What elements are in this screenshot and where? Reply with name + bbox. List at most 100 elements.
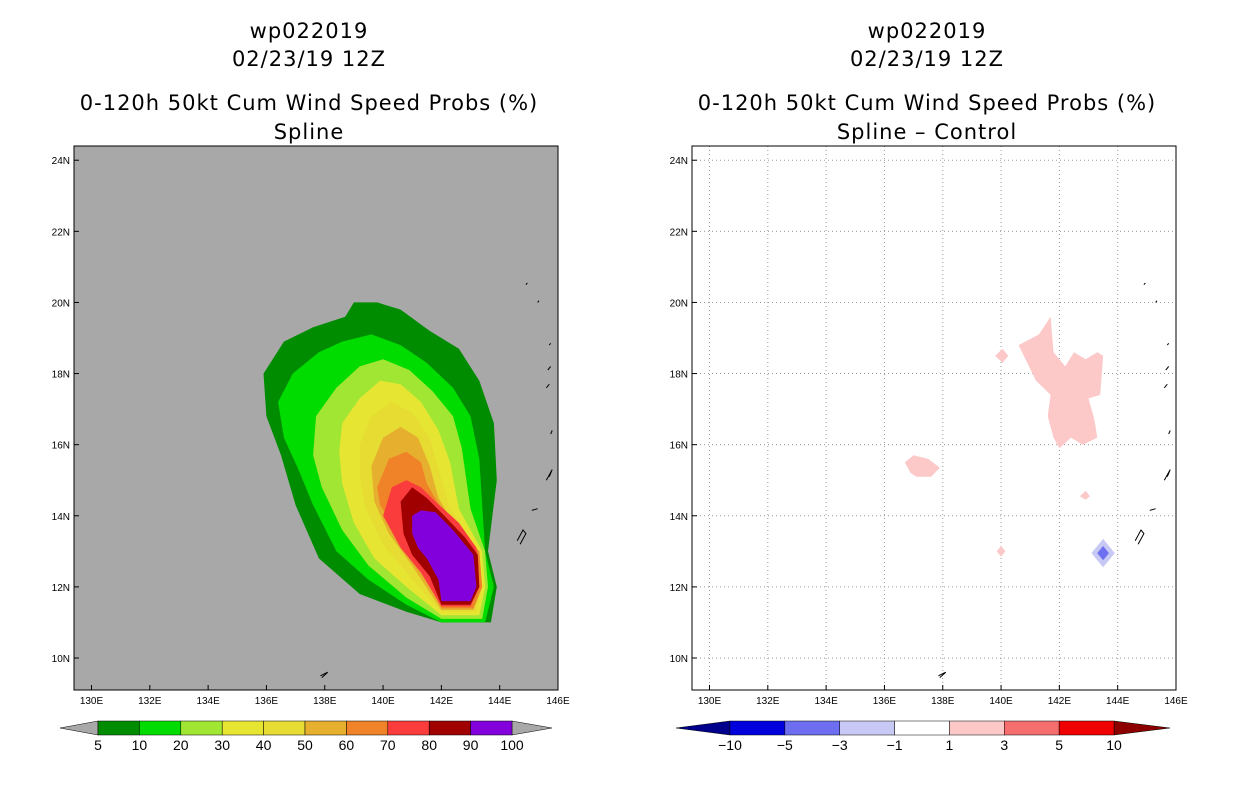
contour-region xyxy=(995,348,1009,363)
gridlines xyxy=(692,146,1176,690)
colorbar-label: −10 xyxy=(718,737,742,753)
plot-frame xyxy=(691,145,1177,691)
x-tick-label: 138E xyxy=(313,696,337,707)
y-tick-label: 14N xyxy=(670,512,688,523)
axes-ticks: 130E 132E 134E 136E 138E 140E 142E 144E 146E 10N 1… xyxy=(52,156,570,707)
island-outline xyxy=(1149,508,1156,511)
colorbar: −10 −5 −3 −1 1 3 5 10 xyxy=(675,720,1171,753)
island-outline xyxy=(547,366,552,371)
y-tick-label: 14N xyxy=(52,512,70,523)
y-tick-label: 20N xyxy=(52,298,70,309)
colorbar-label: 3 xyxy=(1000,737,1008,753)
x-tick-label: 140E xyxy=(989,696,1013,707)
colorbar-segment xyxy=(1004,720,1060,736)
colorbar-segment xyxy=(304,720,347,736)
x-tick-label: 130E xyxy=(80,696,104,707)
axes-ticks: 130E 132E 134E 136E 138E 140E 142E 144E 146E 10N 1… xyxy=(670,156,1188,707)
y-tick-label: 10N xyxy=(670,654,688,665)
island-outline xyxy=(548,342,552,346)
x-tick-label: 146E xyxy=(1164,696,1188,707)
island-outline xyxy=(550,430,553,435)
y-tick-label: 18N xyxy=(670,370,688,381)
island-outline xyxy=(1163,469,1171,481)
island-outline xyxy=(1134,529,1145,545)
x-tick-label: 136E xyxy=(873,696,897,707)
chart-title: 0-120h 50kt Cum Wind Speed Probs (%) xyxy=(698,91,1156,115)
chart-subtitle: Spline – Control xyxy=(837,120,1017,144)
x-tick-label: 130E xyxy=(698,696,722,707)
y-tick-label: 12N xyxy=(52,583,70,594)
colorbar-label: −5 xyxy=(777,737,793,753)
colorbar-segment xyxy=(894,720,950,736)
island-outline xyxy=(1155,300,1158,303)
colorbar-segment xyxy=(221,720,264,736)
colorbar-label: 1 xyxy=(946,737,954,753)
contour-region xyxy=(1079,490,1090,500)
colorbar-label: 40 xyxy=(256,737,272,753)
y-tick-label: 24N xyxy=(52,156,70,167)
y-tick-label: 10N xyxy=(52,654,70,665)
colorbar-label: 50 xyxy=(297,737,313,753)
colorbar-segment xyxy=(949,720,1005,736)
island-outline xyxy=(1143,282,1146,286)
island-outline xyxy=(1168,430,1171,435)
colorbar: 5 10 20 30 40 50 60 70 80 90 100 xyxy=(59,720,553,753)
x-tick-label: 134E xyxy=(814,696,838,707)
colorbar-label: 60 xyxy=(339,737,355,753)
y-tick-label: 16N xyxy=(52,441,70,452)
x-tick-label: 136E xyxy=(255,696,279,707)
plot-background xyxy=(692,146,1176,690)
island-outline xyxy=(537,300,540,303)
colorbar-segment xyxy=(428,720,471,736)
datetime-label: 02/23/19 12Z xyxy=(850,47,1004,71)
island-outline xyxy=(516,529,527,545)
colorbar-label: 5 xyxy=(94,737,102,753)
x-tick-label: 132E xyxy=(756,696,780,707)
colorbar-below-arrow xyxy=(675,720,731,736)
colorbar-segment xyxy=(729,720,786,736)
island-outline xyxy=(1163,383,1168,389)
colorbar-label: 80 xyxy=(421,737,437,753)
contour-region xyxy=(904,455,940,477)
island-outline xyxy=(938,671,947,678)
x-tick-label: 138E xyxy=(931,696,955,707)
y-tick-label: 20N xyxy=(670,298,688,309)
difference-contours xyxy=(904,316,1115,568)
y-tick-label: 24N xyxy=(670,156,688,167)
colorbar-above-arrow xyxy=(1113,720,1171,736)
colorbar-segment xyxy=(97,720,140,736)
storm-id-label: wp022019 xyxy=(868,19,987,43)
colorbar-label: −1 xyxy=(887,737,903,753)
contour-region xyxy=(1018,316,1104,449)
x-tick-label: 134E xyxy=(196,696,220,707)
colorbar-label: 30 xyxy=(214,737,230,753)
colorbar-label: 5 xyxy=(1055,737,1063,753)
x-tick-label: 146E xyxy=(546,696,570,707)
colorbar-label: 70 xyxy=(380,737,396,753)
datetime-label: 02/23/19 12Z xyxy=(232,47,386,71)
contour-region xyxy=(996,546,1006,557)
x-tick-label: 132E xyxy=(138,696,162,707)
y-tick-label: 22N xyxy=(52,227,70,238)
colorbar-segment xyxy=(263,720,306,736)
colorbar-segment xyxy=(139,720,182,736)
island-outline xyxy=(1166,342,1170,346)
y-tick-label: 16N xyxy=(670,441,688,452)
island-outline xyxy=(320,671,329,678)
x-tick-label: 144E xyxy=(488,696,512,707)
colorbar-label: 10 xyxy=(132,737,148,753)
contour-region xyxy=(412,510,477,602)
colorbar-segment xyxy=(387,720,430,736)
chart-title: 0-120h 50kt Cum Wind Speed Probs (%) xyxy=(80,91,538,115)
colorbar-label: 20 xyxy=(173,737,189,753)
colorbar-segment xyxy=(346,720,389,736)
island-outline xyxy=(531,508,538,511)
x-tick-label: 142E xyxy=(1048,696,1072,707)
x-tick-label: 142E xyxy=(430,696,454,707)
x-tick-label: 144E xyxy=(1106,696,1130,707)
island-outline xyxy=(545,469,553,481)
colorbar-segment xyxy=(839,720,895,736)
colorbar-segment xyxy=(1058,720,1115,736)
plot-frame xyxy=(73,145,559,691)
